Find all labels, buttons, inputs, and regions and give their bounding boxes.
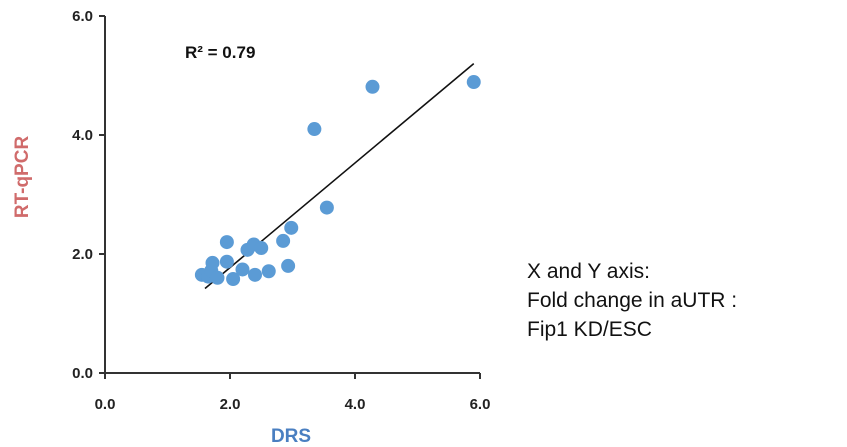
axis-note-line-2: Fold change in aUTR : [527, 289, 738, 312]
data-point [219, 254, 234, 269]
data-point [307, 122, 322, 137]
data-point [254, 241, 269, 256]
y-tick-label: 2.0 [72, 246, 93, 263]
x-tick-label: 2.0 [220, 396, 241, 413]
axis-note-line-1: X and Y axis: [527, 260, 650, 283]
data-point [276, 233, 291, 248]
y-axis-label: RT-qPCR [12, 136, 33, 219]
axes [104, 16, 480, 374]
y-tick-label: 4.0 [72, 127, 93, 144]
x-axis-label: DRS [271, 426, 311, 447]
data-point [319, 200, 334, 215]
y-tick-label: 6.0 [72, 8, 93, 25]
data-point [248, 267, 262, 282]
axis-note-line-3: Fip1 KD/ESC [527, 318, 652, 341]
data-point [235, 262, 250, 277]
data-point [365, 79, 380, 94]
r-squared-annotation: R² = 0.79 [185, 43, 255, 62]
y-tick-label: 0.0 [72, 365, 93, 382]
data-point [281, 258, 296, 273]
axis-note: X and Y axis: Fold change in aUTR : Fip1… [527, 257, 842, 344]
data-point [261, 264, 276, 279]
data-point [284, 220, 299, 235]
data-point [210, 270, 225, 285]
data-point [205, 255, 220, 270]
data-point [466, 75, 481, 90]
x-tick-label: 6.0 [470, 396, 491, 413]
data-point [219, 235, 234, 250]
points-group [194, 75, 481, 286]
x-tick-label: 4.0 [345, 396, 366, 413]
ticks: 0.0 2.0 4.0 6.0 0.0 2.0 4.0 6.0 [72, 8, 490, 413]
data-point [226, 271, 241, 286]
x-tick-label: 0.0 [95, 396, 116, 413]
